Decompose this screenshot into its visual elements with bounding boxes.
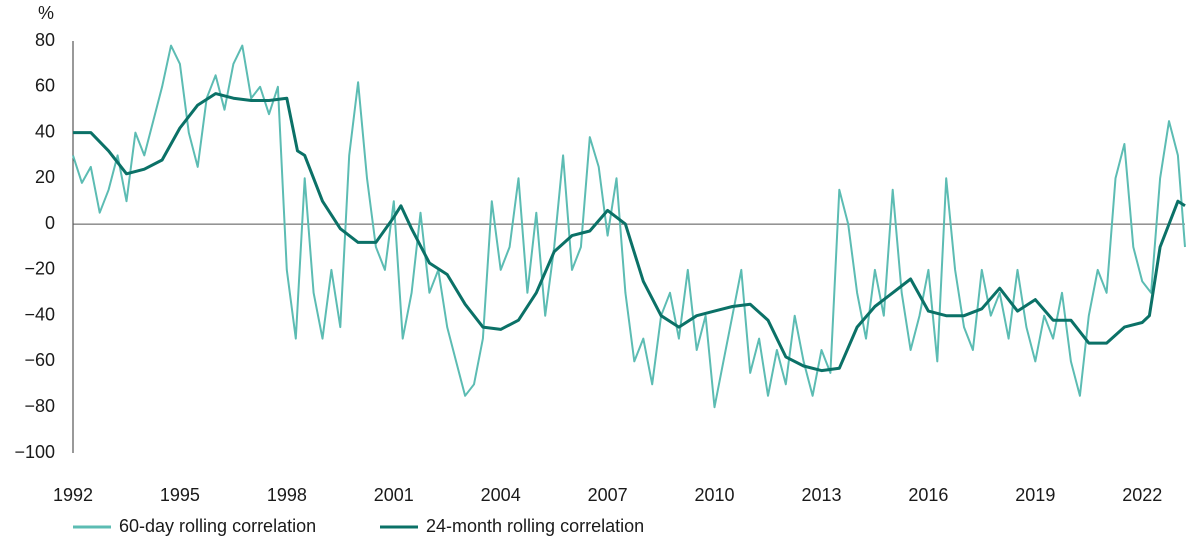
y-tick-label: −100 (14, 442, 55, 462)
x-tick-label: 2013 (801, 485, 841, 505)
y-tick-label: 0 (45, 213, 55, 233)
x-tick-label: 2016 (908, 485, 948, 505)
series-line (73, 92, 1186, 373)
x-tick-label: 1992 (53, 485, 93, 505)
y-tick-label: 60 (35, 76, 55, 96)
y-tick-label: −60 (24, 350, 55, 370)
x-tick-label: 2022 (1122, 485, 1162, 505)
y-tick-label: −20 (24, 259, 55, 279)
x-tick-label: 2010 (695, 485, 735, 505)
y-tick-label: 80 (35, 30, 55, 50)
x-tick-label: 1998 (267, 485, 307, 505)
x-tick-label: 2019 (1015, 485, 1055, 505)
legend-label: 60-day rolling correlation (119, 516, 316, 536)
legend-label: 24-month rolling correlation (426, 516, 644, 536)
x-tick-label: 2001 (374, 485, 414, 505)
y-tick-label: 20 (35, 167, 55, 187)
y-tick-label: −80 (24, 396, 55, 416)
y-tick-label: −40 (24, 304, 55, 324)
x-tick-label: 2007 (588, 485, 628, 505)
x-tick-label: 2004 (481, 485, 521, 505)
series-line (72, 44, 1186, 409)
y-tick-label: 40 (35, 121, 55, 141)
y-unit-label: % (38, 3, 54, 23)
x-tick-label: 1995 (160, 485, 200, 505)
